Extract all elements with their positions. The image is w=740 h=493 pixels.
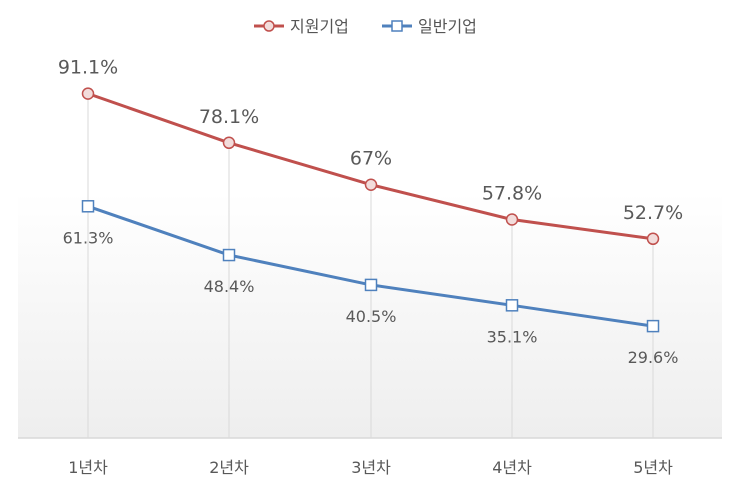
marker-series-2-5 bbox=[646, 319, 660, 333]
data-label-series-2-3: 40.5% bbox=[346, 307, 397, 326]
legend: 지원기업 일반기업 bbox=[254, 17, 477, 36]
marker-series-1-4 bbox=[505, 213, 519, 226]
x-tick-label-3: 3년차 bbox=[351, 458, 391, 477]
data-label-series-2-1: 61.3% bbox=[63, 228, 114, 247]
legend-label-series-1: 지원기업 bbox=[290, 17, 349, 36]
data-label-series-1-4: 57.8% bbox=[482, 183, 542, 205]
x-tick-labels: 1년차 2년차 3년차 4년차 5년차 bbox=[68, 458, 673, 477]
data-label-series-2-4: 35.1% bbox=[487, 327, 538, 346]
data-label-series-2-2: 48.4% bbox=[204, 277, 255, 296]
legend-label-series-2: 일반기업 bbox=[418, 17, 477, 36]
plot-background bbox=[18, 60, 722, 438]
marker-series-1-3 bbox=[364, 178, 378, 191]
legend-item-series-1: 지원기업 bbox=[254, 17, 349, 36]
x-tick-label-2: 2년차 bbox=[209, 458, 249, 477]
marker-series-1-1 bbox=[81, 87, 95, 100]
x-tick-label-5: 5년차 bbox=[633, 458, 673, 477]
marker-series-2-3 bbox=[364, 278, 378, 292]
data-label-series-1-5: 52.7% bbox=[623, 202, 683, 224]
x-tick-label-4: 4년차 bbox=[492, 458, 532, 477]
marker-series-2-4 bbox=[505, 299, 519, 312]
legend-marker-series-2 bbox=[391, 20, 403, 32]
legend-marker-series-1 bbox=[263, 20, 275, 32]
data-label-series-1-1: 91.1% bbox=[58, 57, 118, 79]
marker-series-2-1 bbox=[81, 200, 95, 213]
markers bbox=[81, 87, 660, 333]
marker-series-2-2 bbox=[222, 248, 236, 262]
legend-item-series-2: 일반기업 bbox=[382, 17, 477, 36]
data-label-series-1-3: 67% bbox=[350, 148, 392, 170]
drop-lines bbox=[87, 93, 654, 438]
data-label-series-1-2: 78.1% bbox=[199, 106, 259, 128]
data-label-series-2-5: 29.6% bbox=[628, 348, 679, 367]
x-tick-label-1: 1년차 bbox=[68, 458, 108, 477]
marker-series-1-2 bbox=[222, 136, 236, 150]
marker-series-1-5 bbox=[646, 232, 660, 246]
data-labels: 91.1% 78.1% 67% 57.8% 52.7% 61.3% 48.4% 40.5% 35… bbox=[58, 57, 683, 367]
